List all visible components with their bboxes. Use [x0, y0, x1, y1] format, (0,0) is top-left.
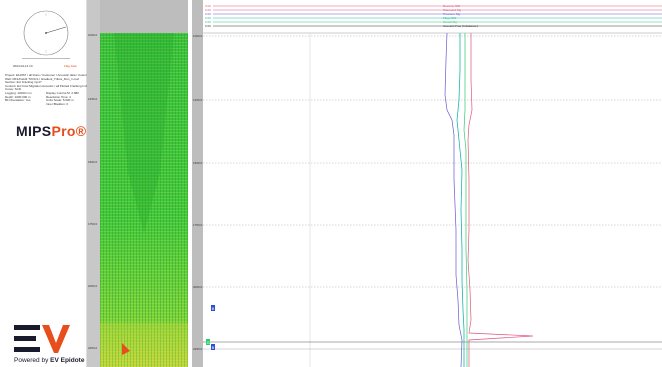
curve-pink	[467, 33, 534, 367]
curve-scale: 0.00	[205, 12, 211, 16]
brand-suffix: Pro	[51, 123, 76, 139]
curve-name: Acoustic Frac (Imbalance)	[443, 24, 478, 28]
marker-label: G	[207, 340, 210, 345]
powered-brand: EV Epidote	[50, 357, 85, 364]
date-label: 2024-04-12 13	[13, 64, 33, 68]
info-line: Inner Bladden: 0	[46, 101, 69, 106]
curve-scale: 0.00	[205, 20, 211, 24]
log-curves-panel[interactable]: 0.00 0.00 0.00 0.00 0.00 0.00 Reverse SI…	[203, 0, 662, 367]
info-line: Section: Ext Fracking mp17	[5, 80, 42, 85]
curve-scale: 0.00	[205, 8, 211, 12]
curve-name: Pressure Sig	[443, 12, 461, 16]
curve-teal	[456, 33, 465, 367]
depth-label: 2250.0	[88, 346, 98, 350]
heatmap-header	[100, 0, 188, 33]
info-block: Project: E12067 / all Runs / Customer / …	[5, 73, 94, 103]
info-line: Display Control M: 2.980	[46, 91, 79, 95]
depth-label: 1750.0	[193, 223, 203, 227]
curve-name: Saturated Sig	[443, 8, 462, 12]
info-line: Curve: SCD	[5, 87, 22, 92]
info-line: Bit Orientation: Yes	[5, 98, 31, 103]
marker-label: B	[212, 306, 215, 311]
brand-mark: ®	[75, 123, 87, 139]
powered-label: Powered by	[14, 357, 49, 364]
info-panel: 2024-04-12 13 Flag data Project: E12067 …	[0, 0, 94, 367]
info-line: Content: Ext Frac Migration Acoustic / a…	[5, 83, 90, 88]
info-line: Well: MF1/Field1 TOOLS / Gradient_Tribes…	[5, 76, 80, 81]
depth-label: 1250.0	[88, 97, 98, 101]
curve-name: Flags SIG	[443, 16, 457, 20]
depth-label: 1000.0	[88, 33, 98, 37]
info-line: Resolution Time: 4	[46, 94, 71, 99]
ev-logo-icon	[14, 325, 70, 353]
marker-badge[interactable]	[211, 305, 215, 311]
depth-label: 2000.0	[193, 285, 203, 289]
log-grid	[203, 35, 662, 288]
depth-label: 1250.0	[193, 98, 203, 102]
mipspro-logo: MIPSPro®	[16, 123, 86, 139]
curve-purple	[444, 32, 463, 367]
flag-label[interactable]: Flag data	[64, 64, 77, 68]
depth-track-scale: 1000.0 1250.0 1500.0 1750.0 2000.0 2250.…	[87, 0, 100, 367]
info-block-right: Display Control M: 2.980 Resolution Time…	[46, 91, 86, 106]
curve-header: 0.00 0.00 0.00 0.00 0.00 0.00 Reverse SI…	[203, 4, 662, 34]
cursor-arrow-icon[interactable]	[122, 343, 130, 355]
acoustic-heatmap[interactable]	[100, 33, 188, 367]
track-gap	[188, 0, 192, 367]
curve-scale: 0.00	[205, 24, 211, 28]
depth-label: 2000.0	[88, 284, 98, 288]
compass-scale	[22, 58, 70, 59]
info-line: Depth: 1000.000 m	[5, 94, 31, 99]
depth-log-scale: 1000.0 1250.0 1500.0 1750.0 2000.0 2250.…	[192, 0, 203, 367]
brand-prefix: MIPS	[16, 123, 52, 139]
curve-scale: 0.00	[205, 16, 211, 20]
info-line: Units Scale: 5.000 m	[46, 98, 74, 103]
depth-label: 1500.0	[88, 160, 98, 164]
depth-label: 1000.0	[193, 34, 203, 38]
depth-label: 1500.0	[193, 161, 203, 165]
info-line: Logging: 12000 mm	[5, 90, 32, 95]
compass-dial-icon	[23, 10, 69, 56]
curve-name: Cumul Sig	[443, 20, 457, 24]
marker-badge[interactable]	[211, 344, 215, 350]
info-line: Project: E12067 / all Runs / Customer / …	[5, 73, 94, 77]
depth-label: 2250.0	[193, 347, 203, 351]
curve-green	[463, 33, 468, 367]
curve-name: Reverse SIG	[443, 4, 461, 8]
powered-by: Powered by EV Epidote	[14, 357, 84, 364]
curve-scale: 0.00	[205, 4, 211, 8]
depth-label: 1750.0	[88, 222, 98, 226]
marker-label: B	[212, 345, 215, 350]
marker-badge[interactable]	[206, 339, 210, 345]
